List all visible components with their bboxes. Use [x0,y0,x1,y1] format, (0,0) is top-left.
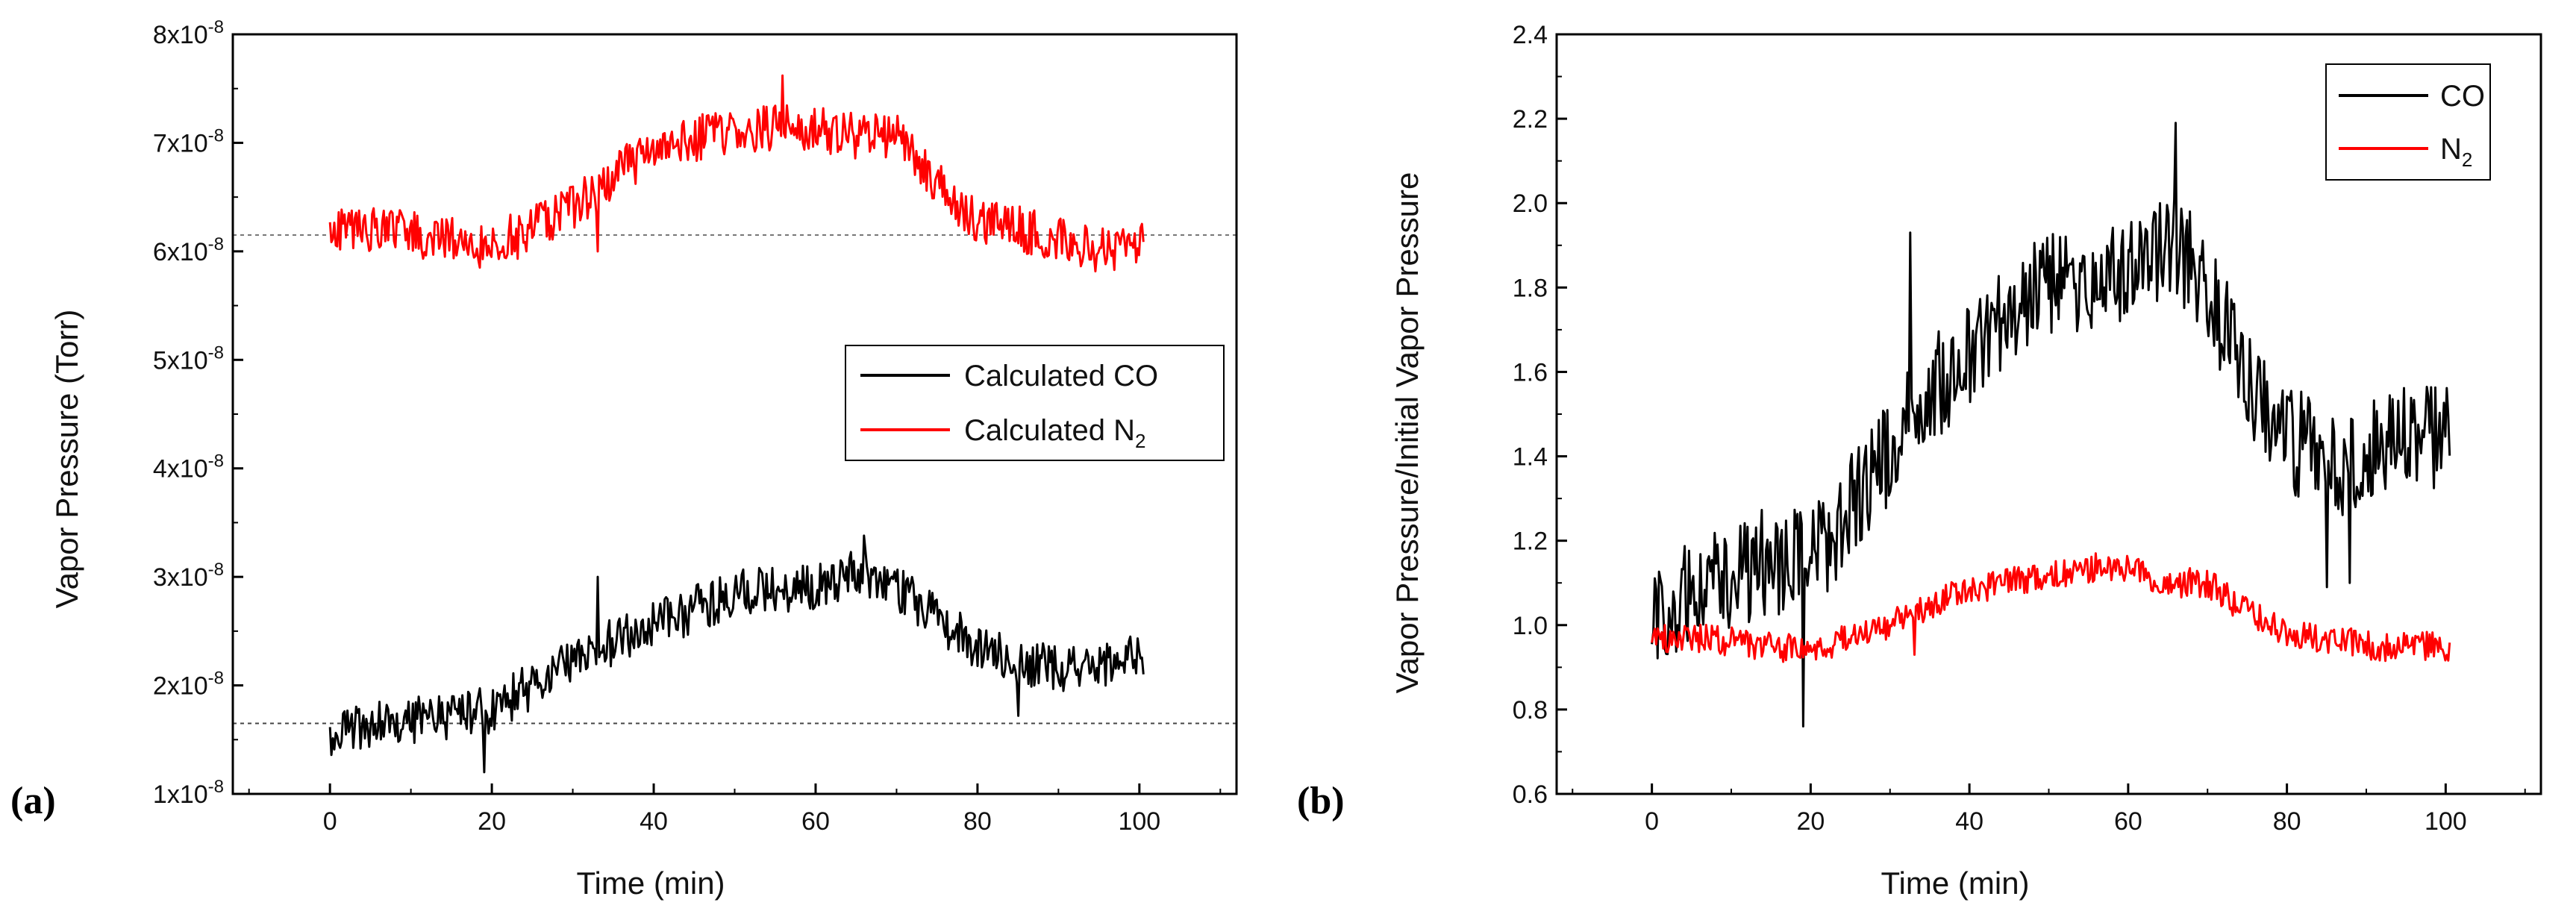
panel-b-y-tick-label: 1.6 [1513,358,1548,387]
panel-a-plot-area [233,74,1237,774]
panel-b-legend: CO N2 [2325,63,2491,181]
panel-a-y-tick-label: 5x10-8 [153,342,224,375]
panel-b-y-ticks: 0.6 0.8 1.0 1.2 1.4 1.6 1.8 2.0 2.2 2.4 [1513,21,1567,809]
panel-b-x-tick-label: 40 [1955,807,1983,836]
panel-b-y-tick-label: 2.0 [1513,190,1548,218]
panel-a-x-tick-label: 100 [1118,807,1160,836]
panel-a-legend-label-n2-main: Calculated N [964,414,1135,447]
panel-a-x-tick-label: 80 [963,807,992,836]
panel-b-legend-label-n2-main: N [2440,133,2462,166]
panel-a: (a) 0 20 40 60 80 100 1x10-8 2x10-8 3x10-8 4x10-… [10,17,1238,901]
panel-b-series-co [1651,122,2451,727]
panel-a-series-calculated-n2 [328,74,1145,273]
panel-b-y-tick-label: 1.0 [1513,612,1548,640]
panel-a-x-tick-label: 20 [478,807,506,836]
panel-a-y-tick-label: 8x10-8 [153,17,224,49]
panel-a-y-axis-label: Vapor Pressure (Torr) [49,310,84,609]
panel-a-y-tick-label: 6x10-8 [153,234,224,266]
panel-a-x-ticks: 0 20 40 60 80 100 [248,783,1222,836]
panel-a-legend-box [845,345,1225,461]
panel-a-legend: Calculated CO Calculated N2 [845,345,1225,461]
panel-b-x-tick-label: 100 [2425,807,2467,836]
panel-b-y-tick-label: 2.2 [1513,105,1548,134]
panel-b-legend-label-n2: N2 [2440,133,2472,171]
panel-a-legend-label-n2: Calculated N2 [964,414,1145,452]
panel-a-y-ticks: 1x10-8 2x10-8 3x10-8 4x10-8 5x10-8 6x10-8 7x10… [153,17,243,809]
panel-a-series-calculated-co [328,534,1145,774]
panel-b-legend-label-co: CO [2440,80,2485,113]
panel-b-x-tick-label: 20 [1796,807,1825,836]
panel-b-y-tick-label: 1.2 [1513,528,1548,556]
panel-a-legend-label-n2-subscript: 2 [1135,430,1145,452]
panel-b-x-tick-label: 60 [2114,807,2142,836]
panel-a-y-tick-label: 3x10-8 [153,560,224,592]
panel-b-x-axis-label: Time (min) [1881,866,2029,901]
panel-a-y-tick-label: 1x10-8 [153,777,224,809]
panel-a-label: (a) [10,780,56,822]
panel-a-y-tick-label: 2x10-8 [153,669,224,701]
panel-a-y-tick-label: 7x10-8 [153,125,224,157]
panel-b-y-axis-label: Vapor Pressure/Initial Vapor Pressure [1389,172,1425,694]
panel-b-label: (b) [1297,780,1345,822]
panel-a-x-axis-label: Time (min) [576,866,725,901]
panel-a-y-tick-label: 4x10-8 [153,451,224,484]
panel-a-x-tick-label: 60 [801,807,830,836]
panel-a-x-tick-label: 40 [640,807,668,836]
panel-b-y-tick-label: 1.8 [1513,274,1548,302]
panel-a-x-tick-label: 0 [323,807,337,836]
panel-b-plot-area [1651,122,2451,727]
panel-b-x-tick-label: 0 [1645,807,1659,836]
panel-b-y-tick-label: 0.8 [1513,696,1548,725]
panel-b-legend-label-n2-subscript: 2 [2462,148,2472,171]
panel-b-legend-box [2325,63,2491,181]
panel-b: (b) 0 20 40 60 80 100 0.6 0.8 1.0 1.2 1.4 1.6 1.8 2.… [1297,21,2542,901]
panel-b-y-tick-label: 2.4 [1513,21,1548,49]
panel-b-y-tick-label: 0.6 [1513,780,1548,809]
panel-b-y-tick-label: 1.4 [1513,443,1548,472]
panel-b-x-ticks: 0 20 40 60 80 100 [1572,783,2526,836]
panel-b-series-n2 [1651,552,2451,663]
panel-a-legend-label-co: Calculated CO [964,360,1158,392]
panel-b-x-tick-label: 80 [2273,807,2301,836]
